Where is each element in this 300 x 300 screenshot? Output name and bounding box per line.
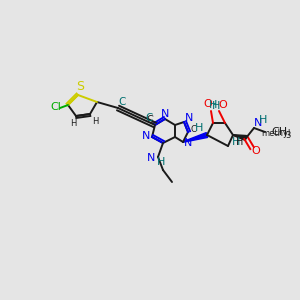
Text: H: H (209, 100, 217, 110)
Text: N: N (184, 138, 192, 148)
Polygon shape (183, 133, 208, 142)
Text: N: N (185, 113, 193, 123)
Text: CH: CH (271, 127, 287, 137)
Text: H: H (157, 157, 165, 167)
Text: H: H (259, 115, 267, 125)
Text: H: H (92, 116, 98, 125)
Text: 3: 3 (285, 130, 291, 140)
Text: C: C (190, 125, 196, 134)
Text: S: S (76, 80, 84, 94)
Text: C: C (118, 97, 126, 107)
Text: H: H (195, 123, 203, 133)
Text: C: C (145, 113, 153, 123)
Text: C: C (147, 115, 153, 125)
Text: N: N (254, 118, 262, 128)
Text: O: O (219, 100, 227, 110)
Text: O: O (204, 99, 212, 109)
Polygon shape (233, 135, 247, 140)
Text: H: H (212, 101, 220, 111)
Text: H: H (232, 137, 240, 147)
Text: O: O (252, 146, 260, 156)
Text: H: H (70, 118, 76, 127)
Text: N: N (142, 131, 150, 141)
Text: Cl: Cl (51, 102, 62, 112)
Text: methyl: methyl (261, 128, 291, 137)
Text: H: H (236, 137, 244, 147)
Text: N: N (161, 109, 169, 119)
Text: N: N (147, 153, 155, 163)
